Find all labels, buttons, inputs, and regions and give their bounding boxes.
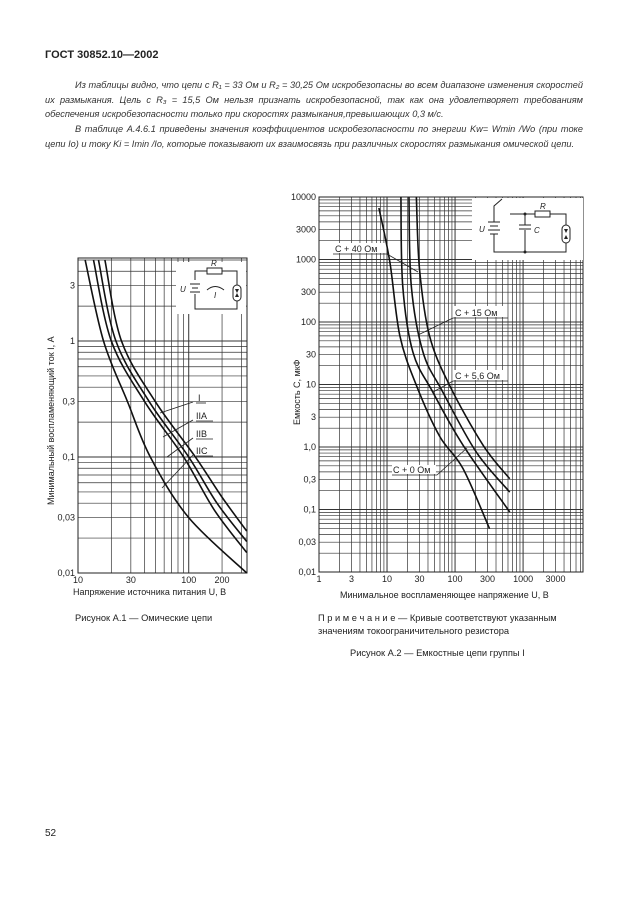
y-tick-label: 0,3 — [303, 475, 316, 485]
x-tick-label: 100 — [181, 575, 196, 585]
capacitive-circuit-diagram: R U C — [472, 198, 583, 260]
series-label-IIC: IIC — [196, 446, 208, 456]
y-axis-title: Емкость C, мкФ — [292, 359, 302, 425]
y-tick-label: 1000 — [296, 255, 316, 265]
y-tick-label: 300 — [301, 287, 316, 297]
figure-note: П р и м е ч а н и е — Кривые соответству… — [318, 613, 557, 636]
figure-caption: Рисунок А.1 — Омические цепи — [75, 613, 213, 623]
y-tick-label: 0,1 — [303, 505, 316, 515]
ohmic-circuit-diagram: R U I — [176, 259, 246, 314]
x-tick-label: 30 — [414, 574, 424, 584]
y-tick-label: 3 — [70, 281, 75, 291]
y-tick-label: 0,01 — [298, 567, 316, 577]
x-axis-title: Минимальное воспламеняющее напряжение U,… — [340, 590, 549, 600]
capacitor-label: C — [534, 226, 540, 235]
y-tick-label: 3000 — [296, 225, 316, 235]
x-tick-label: 200 — [215, 575, 230, 585]
paragraph: В таблице А.4.6.1 приведены значения коэ… — [45, 124, 583, 149]
series-curve — [92, 259, 248, 554]
figure-caption: Рисунок А.2 — Емкостные цепи группы I — [350, 648, 525, 658]
x-tick-label: 1000 — [513, 574, 533, 584]
document-header: ГОСТ 30852.10—2002 — [45, 49, 159, 61]
x-tick-label: 300 — [480, 574, 495, 584]
series-curve — [104, 259, 248, 532]
voltage-label: U — [479, 225, 485, 234]
x-tick-label: 10 — [382, 574, 392, 584]
x-tick-label: 100 — [448, 574, 463, 584]
plot-frame — [77, 257, 248, 574]
series-curve — [378, 207, 491, 530]
series-label-I: I — [198, 393, 201, 403]
resistor-label: R — [540, 202, 546, 211]
x-tick-label: 3 — [349, 574, 354, 584]
series-label-5-6-ohm: C + 5,6 Ом — [455, 371, 500, 381]
y-tick-label: 100 — [301, 317, 316, 327]
y-tick-label: 10 — [306, 380, 316, 390]
series-label-IIB: IIB — [196, 429, 207, 439]
x-tick-label: 30 — [126, 575, 136, 585]
plot-frame — [318, 196, 584, 573]
series-label-15-ohm: C + 15 Ом — [455, 308, 497, 318]
x-tick-label: 1 — [316, 574, 321, 584]
y-tick-label: 1 — [70, 336, 75, 346]
series-curve — [400, 196, 511, 513]
series-label-40-ohm: C + 40 Ом — [335, 244, 377, 254]
x-tick-label: 3000 — [546, 574, 566, 584]
current-label: I — [214, 291, 217, 300]
y-tick-label: 0,3 — [62, 397, 75, 407]
chart-capacitive-circuits: 1 3 10 30 100 300 1000 3000 0,01 0,03 0,1 0,3 1,0 3 10… — [291, 192, 584, 584]
series-label-IIA: IIA — [196, 411, 207, 421]
series-label-0-ohm: C + 0 Ом — [393, 465, 430, 475]
y-tick-label: 0,03 — [298, 537, 316, 547]
x-axis-title: Напряжение источника питания U, В — [73, 587, 226, 597]
y-tick-label: 30 — [306, 350, 316, 360]
paragraph: Из таблицы видно, что цепи с R₁ = 33 Ом … — [45, 80, 583, 119]
y-tick-label: 0,1 — [62, 452, 75, 462]
x-tick-label: 10 — [73, 575, 83, 585]
series-curve — [97, 259, 248, 542]
y-tick-label: 0,01 — [57, 568, 75, 578]
page-number: 52 — [45, 828, 57, 839]
series-curve — [415, 196, 511, 480]
y-tick-label: 10000 — [291, 192, 316, 202]
voltage-label: U — [180, 285, 186, 294]
y-tick-label: 1,0 — [303, 442, 316, 452]
y-tick-label: 0,03 — [57, 513, 75, 523]
y-tick-label: 3 — [311, 412, 316, 422]
series-curve — [84, 259, 248, 574]
resistor-label: R — [211, 259, 217, 268]
y-axis-title: Минимальный воспламеняющий ток I, А — [46, 336, 56, 505]
